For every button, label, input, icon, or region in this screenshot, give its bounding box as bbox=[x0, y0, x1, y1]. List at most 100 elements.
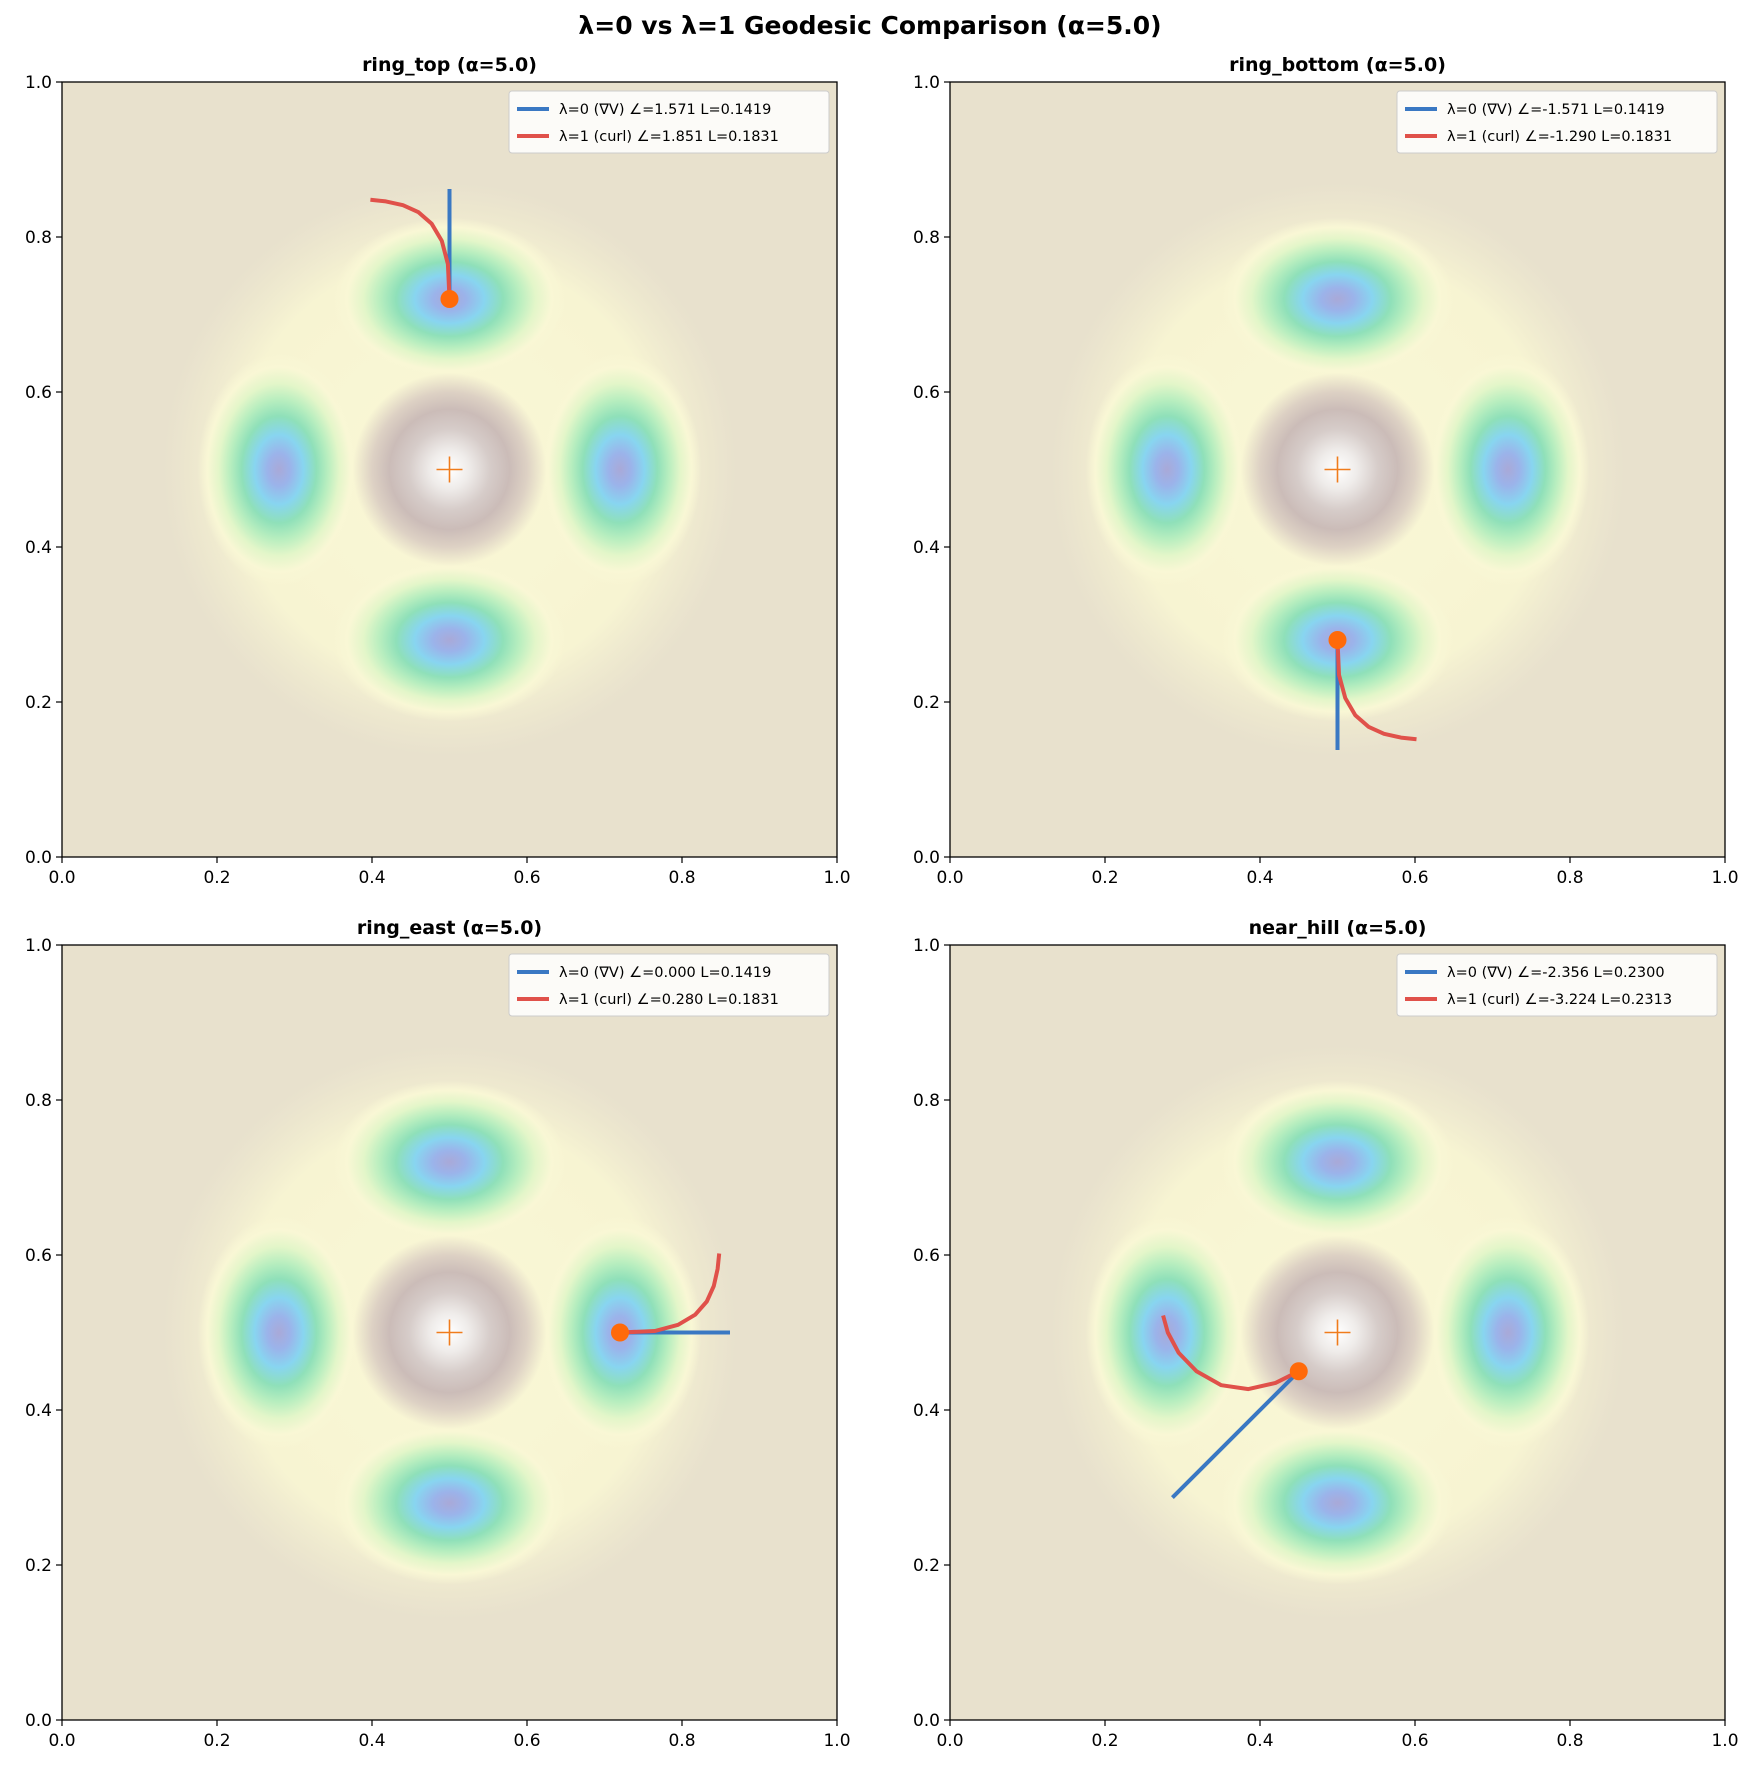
potential-well-1 bbox=[333, 1080, 566, 1244]
y-tick-label: 0.6 bbox=[25, 383, 52, 403]
x-tick-label: 1.0 bbox=[823, 1731, 850, 1751]
subplot-title: ring_top (α=5.0) bbox=[362, 54, 537, 76]
potential-well-1 bbox=[1221, 217, 1454, 381]
y-tick-label: 0.0 bbox=[913, 848, 940, 868]
x-tick-label: 0.6 bbox=[513, 1731, 540, 1751]
y-tick-label: 0.4 bbox=[25, 1401, 52, 1421]
y-tick-label: 0.4 bbox=[25, 538, 52, 558]
legend: λ=0 (∇V) ∠=1.571 L=0.1419 λ=1 (curl) ∠=1.… bbox=[508, 90, 830, 154]
legend-box bbox=[508, 90, 830, 154]
potential-well-2 bbox=[1221, 1421, 1454, 1585]
y-tick-label: 0.0 bbox=[913, 1711, 940, 1731]
x-tick-label: 0.8 bbox=[1556, 868, 1583, 888]
y-tick-label: 0.6 bbox=[913, 383, 940, 403]
plot-area bbox=[950, 82, 1725, 857]
axes-frame bbox=[61, 81, 838, 858]
subplot-title: ring_east (α=5.0) bbox=[357, 917, 542, 939]
x-tick-label: 0.0 bbox=[936, 868, 963, 888]
y-tick-label: 0.6 bbox=[25, 1246, 52, 1266]
axes-frame bbox=[949, 944, 1726, 1721]
start-point bbox=[1289, 1362, 1308, 1381]
y-tick-label: 1.0 bbox=[25, 936, 52, 956]
x-tick-label: 1.0 bbox=[1711, 868, 1738, 888]
legend-entry: λ=0 (∇V) ∠=1.571 L=0.1419 bbox=[559, 102, 771, 118]
y-tick-label: 0.8 bbox=[913, 1091, 940, 1111]
subplot-1: 0.0 0.2 0.4 0.6 0.8 1.0 0.0 0.2 0.4 0.6 0.8 1.0 ring… bbox=[25, 54, 851, 888]
axes-frame bbox=[61, 944, 838, 1721]
subplot-3: 0.0 0.2 0.4 0.6 0.8 1.0 0.0 0.2 0.4 0.6 0.8 1.0 ring… bbox=[25, 917, 851, 1751]
x-tick-label: 0.2 bbox=[203, 1731, 230, 1751]
y-tick-label: 0.4 bbox=[913, 1401, 940, 1421]
potential-well-3 bbox=[197, 1216, 361, 1449]
subplot-4: 0.0 0.2 0.4 0.6 0.8 1.0 0.0 0.2 0.4 0.6 0.8 1.0 near… bbox=[913, 917, 1739, 1751]
axes-frame bbox=[949, 81, 1726, 858]
center-marker bbox=[436, 1319, 463, 1346]
geodesic-lambda1 bbox=[370, 197, 452, 300]
geodesic-lambda1 bbox=[1335, 639, 1417, 742]
x-tick-label: 1.0 bbox=[823, 868, 850, 888]
plot-area bbox=[62, 945, 837, 1720]
y-tick-label: 1.0 bbox=[913, 936, 940, 956]
legend-entry: λ=1 (curl) ∠=-1.290 L=0.1831 bbox=[1447, 129, 1672, 145]
legend: λ=0 (∇V) ∠=-1.571 L=0.1419 λ=1 (curl) ∠=-… bbox=[1396, 90, 1718, 154]
x-tick-label: 0.0 bbox=[936, 1731, 963, 1751]
x-tick-label: 0.6 bbox=[1401, 1731, 1428, 1751]
start-point bbox=[440, 290, 459, 308]
legend-entry: λ=1 (curl) ∠=0.280 L=0.1831 bbox=[559, 992, 779, 1008]
legend-box bbox=[508, 953, 830, 1017]
figure-title: λ=0 vs λ=1 Geodesic Comparison (α=5.0) bbox=[578, 11, 1161, 40]
legend: λ=0 (∇V) ∠=0.000 L=0.1419 λ=1 (curl) ∠=0.… bbox=[508, 953, 830, 1017]
x-tick-label: 0.8 bbox=[668, 1731, 695, 1751]
geodesic-lambda0 bbox=[1170, 1369, 1301, 1500]
potential-well-2 bbox=[333, 1421, 566, 1585]
geodesic-lambda1 bbox=[619, 1253, 722, 1335]
potential-well-2 bbox=[333, 558, 566, 722]
x-tick-label: 0.0 bbox=[48, 868, 75, 888]
y-tick-label: 0.2 bbox=[25, 1556, 52, 1576]
x-tick-label: 0.2 bbox=[1091, 1731, 1118, 1751]
y-tick-label: 0.0 bbox=[25, 848, 52, 868]
x-tick-label: 0.8 bbox=[1556, 1731, 1583, 1751]
subplot-title: ring_bottom (α=5.0) bbox=[1229, 54, 1446, 76]
x-tick-label: 0.6 bbox=[1401, 868, 1428, 888]
legend: λ=0 (∇V) ∠=-2.356 L=0.2300 λ=1 (curl) ∠=-… bbox=[1396, 953, 1718, 1017]
legend-box bbox=[1396, 90, 1718, 154]
subplot-2: 0.0 0.2 0.4 0.6 0.8 1.0 0.0 0.2 0.4 0.6 0.8 1.0 ring… bbox=[913, 54, 1739, 888]
legend-entry: λ=1 (curl) ∠=-3.224 L=0.2313 bbox=[1447, 992, 1672, 1008]
center-marker bbox=[1324, 456, 1351, 483]
x-tick-label: 0.2 bbox=[203, 868, 230, 888]
y-tick-label: 0.2 bbox=[913, 693, 940, 713]
x-tick-label: 0.2 bbox=[1091, 868, 1118, 888]
potential-well-3 bbox=[1085, 353, 1249, 586]
potential-well-4 bbox=[1426, 1216, 1590, 1449]
potential-well-1 bbox=[1221, 1080, 1454, 1244]
start-point bbox=[1328, 631, 1347, 649]
x-tick-label: 0.4 bbox=[358, 868, 385, 888]
y-tick-label: 1.0 bbox=[25, 73, 52, 93]
x-tick-label: 0.4 bbox=[358, 1731, 385, 1751]
y-tick-label: 0.8 bbox=[25, 228, 52, 248]
x-tick-label: 0.4 bbox=[1246, 1731, 1273, 1751]
legend-entry: λ=0 (∇V) ∠=0.000 L=0.1419 bbox=[559, 965, 771, 981]
x-tick-label: 1.0 bbox=[1711, 1731, 1738, 1751]
legend-entry: λ=0 (∇V) ∠=-2.356 L=0.2300 bbox=[1447, 965, 1665, 981]
y-tick-label: 0.4 bbox=[913, 538, 940, 558]
y-tick-label: 0.2 bbox=[25, 693, 52, 713]
x-tick-label: 0.4 bbox=[1246, 868, 1273, 888]
center-marker bbox=[1324, 1319, 1351, 1346]
y-tick-label: 0.8 bbox=[913, 228, 940, 248]
subplot-title: near_hill (α=5.0) bbox=[1249, 917, 1427, 939]
y-tick-label: 0.8 bbox=[25, 1091, 52, 1111]
x-tick-label: 0.0 bbox=[48, 1731, 75, 1751]
y-tick-label: 0.2 bbox=[913, 1556, 940, 1576]
center-marker bbox=[436, 456, 463, 483]
x-tick-label: 0.8 bbox=[668, 868, 695, 888]
potential-well-4 bbox=[1426, 353, 1590, 586]
potential-well-3 bbox=[197, 353, 361, 586]
y-tick-label: 1.0 bbox=[913, 73, 940, 93]
plot-area bbox=[62, 82, 837, 857]
potential-well-4 bbox=[538, 353, 702, 586]
legend-entry: λ=1 (curl) ∠=1.851 L=0.1831 bbox=[559, 129, 779, 145]
x-tick-label: 0.6 bbox=[513, 868, 540, 888]
